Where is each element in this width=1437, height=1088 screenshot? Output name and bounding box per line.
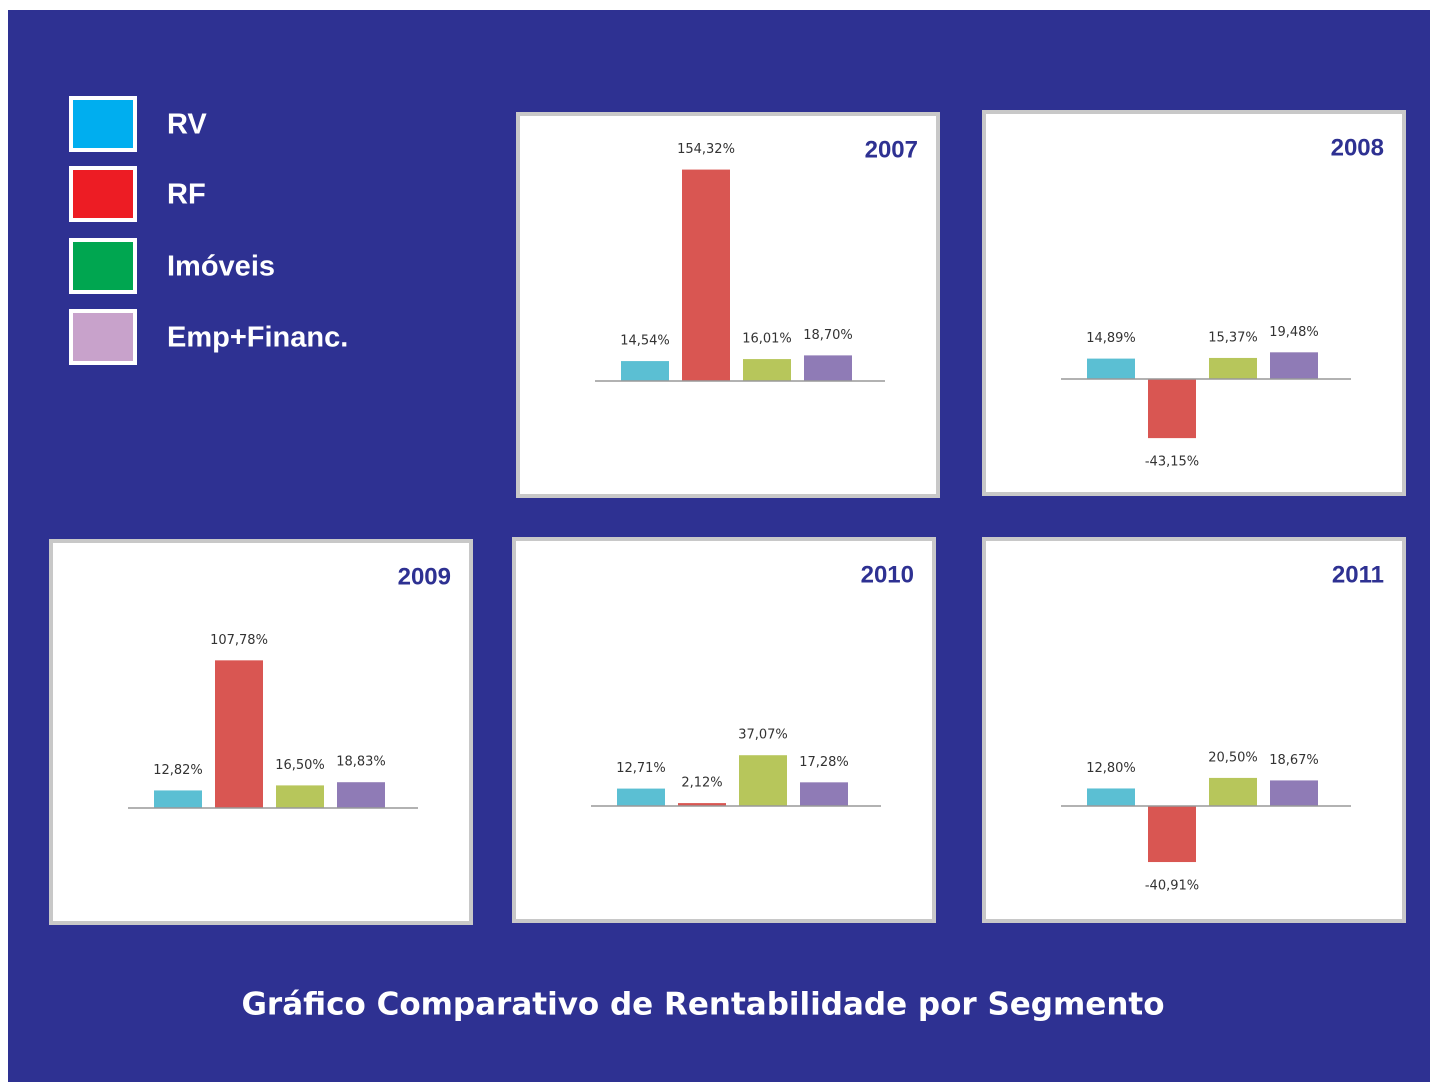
- bar: [337, 782, 385, 808]
- value-label: 16,50%: [275, 758, 325, 773]
- legend-label: Imóveis: [167, 251, 275, 283]
- bar: [678, 803, 726, 806]
- panel-title: 2008: [1331, 134, 1384, 161]
- value-label: 18,67%: [1269, 753, 1319, 768]
- bar: [1270, 780, 1318, 806]
- page-title: Gráfico Comparativo de Rentabilidade por…: [241, 987, 1164, 1023]
- panel-title: 2009: [398, 563, 451, 590]
- bar: [1087, 358, 1135, 379]
- bar: [800, 782, 848, 806]
- value-label: 2,12%: [681, 776, 722, 791]
- bar: [617, 788, 665, 806]
- bar: [621, 361, 669, 381]
- bar: [1087, 788, 1135, 806]
- bar: [739, 755, 787, 806]
- value-label: 17,28%: [799, 755, 849, 770]
- legend-label: RF: [167, 179, 206, 211]
- legend-label: RV: [167, 109, 207, 141]
- bar: [154, 790, 202, 808]
- legend-label: Emp+Financ.: [167, 322, 348, 354]
- bar: [1148, 379, 1196, 439]
- bar: [1270, 352, 1318, 379]
- panel: [512, 537, 936, 923]
- panel-title: 2007: [865, 136, 918, 163]
- legend-swatch: [69, 96, 137, 152]
- value-label: 14,54%: [620, 334, 670, 349]
- value-label: 15,37%: [1208, 330, 1258, 345]
- value-label: 154,32%: [677, 142, 735, 157]
- value-label: 14,89%: [1086, 331, 1136, 346]
- value-label: 18,70%: [803, 328, 853, 343]
- bar: [804, 355, 852, 381]
- value-label: 19,48%: [1269, 325, 1319, 340]
- value-label: 18,83%: [336, 755, 386, 770]
- value-label: 12,82%: [153, 763, 203, 778]
- value-label: 12,80%: [1086, 761, 1136, 776]
- legend-swatch: [69, 238, 137, 294]
- value-label: 37,07%: [738, 728, 788, 743]
- value-label: 12,71%: [616, 761, 666, 776]
- bar: [1209, 777, 1257, 806]
- value-label: -43,15%: [1145, 455, 1199, 470]
- legend-swatch: [69, 166, 137, 222]
- panel-title: 2011: [1332, 561, 1384, 588]
- bar: [1148, 806, 1196, 863]
- value-label: 107,78%: [210, 633, 268, 648]
- legend-swatch: [69, 309, 137, 365]
- value-label: 20,50%: [1208, 750, 1258, 765]
- bar: [682, 169, 730, 381]
- panel-title: 2010: [861, 561, 914, 588]
- bar: [215, 660, 263, 808]
- panel: [982, 537, 1406, 923]
- bar: [1209, 357, 1257, 379]
- value-label: 16,01%: [742, 332, 792, 347]
- value-label: -40,91%: [1145, 879, 1199, 894]
- bar: [743, 359, 791, 381]
- bar: [276, 785, 324, 808]
